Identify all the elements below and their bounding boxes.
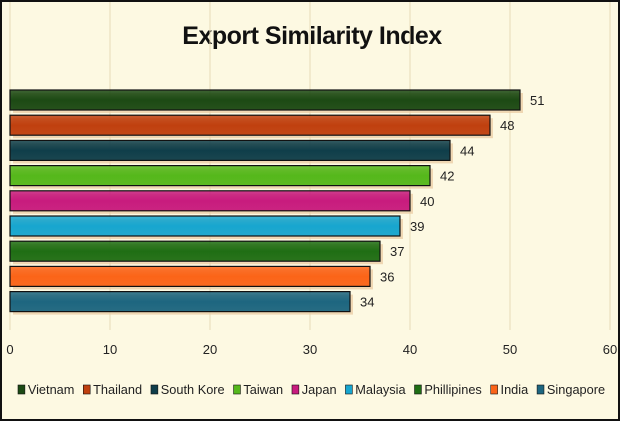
data-label: 48	[500, 118, 514, 133]
legend-label: Singapore	[547, 382, 605, 397]
legend-swatch	[536, 384, 545, 395]
legend-label: Taiwan	[243, 382, 283, 397]
bar-japan	[9, 190, 411, 212]
legend-label: South Kore	[161, 382, 225, 397]
data-label: 34	[360, 295, 374, 310]
data-label: 39	[410, 219, 424, 234]
bar-south-kore	[9, 139, 451, 161]
data-label: 42	[440, 169, 454, 184]
legend-swatch	[150, 384, 159, 395]
bar-vietnam	[9, 89, 521, 111]
x-tick-label: 0	[6, 342, 13, 357]
bar-taiwan	[9, 165, 431, 187]
bar-phillipines	[9, 240, 381, 262]
data-label: 40	[420, 194, 434, 209]
x-tick-label: 40	[403, 342, 417, 357]
data-label: 36	[380, 269, 394, 284]
data-label: 37	[390, 244, 404, 259]
legend-swatch	[291, 384, 300, 395]
legend-label: Phillipines	[424, 382, 481, 397]
legend-label: Vietnam	[28, 382, 75, 397]
x-tick-label: 20	[203, 342, 217, 357]
legend-swatch	[83, 384, 91, 395]
x-tick-label: 60	[603, 342, 617, 357]
x-tick-label: 10	[103, 342, 117, 357]
legend-swatch	[17, 384, 26, 395]
x-tick-label: 50	[503, 342, 517, 357]
legend-swatch	[414, 384, 422, 395]
legend-label: Thailand	[93, 382, 142, 397]
x-tick-label: 30	[303, 342, 317, 357]
bar-malaysia	[9, 215, 401, 237]
legend-swatch	[233, 384, 241, 395]
bar-thailand	[9, 114, 491, 136]
legend-label: Japan	[302, 382, 337, 397]
legend-label: Malaysia	[355, 382, 406, 397]
chart-title: Export Similarity Index	[182, 22, 442, 50]
bar-singapore	[9, 291, 351, 313]
legend-swatch	[490, 384, 498, 395]
legend-swatch	[345, 384, 353, 395]
bar-india	[9, 265, 371, 287]
legend-label: India	[501, 382, 530, 397]
data-label: 51	[530, 93, 544, 108]
data-label: 44	[460, 143, 474, 158]
